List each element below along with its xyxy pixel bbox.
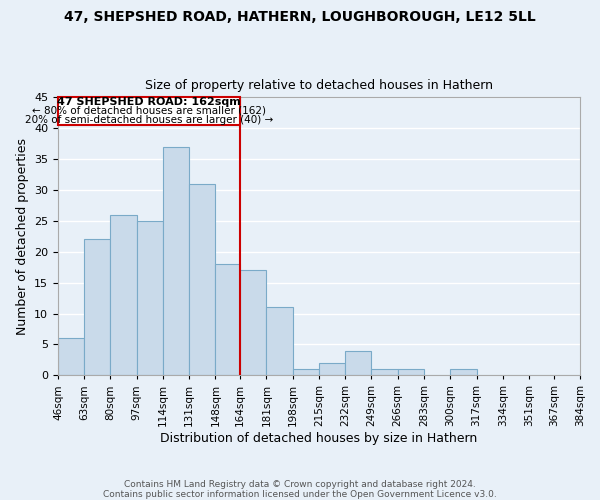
- Y-axis label: Number of detached properties: Number of detached properties: [16, 138, 29, 335]
- Bar: [293, 369, 319, 376]
- Bar: [137, 221, 163, 376]
- Bar: [215, 264, 240, 376]
- Text: 20% of semi-detached houses are larger (40) →: 20% of semi-detached houses are larger (…: [25, 115, 273, 125]
- Bar: [371, 369, 398, 376]
- Text: Contains HM Land Registry data © Crown copyright and database right 2024.: Contains HM Land Registry data © Crown c…: [124, 480, 476, 489]
- Bar: [240, 270, 266, 376]
- Text: ← 80% of detached houses are smaller (162): ← 80% of detached houses are smaller (16…: [32, 106, 266, 116]
- Text: Contains public sector information licensed under the Open Government Licence v3: Contains public sector information licen…: [103, 490, 497, 499]
- Bar: [266, 308, 293, 376]
- Bar: [450, 369, 476, 376]
- Bar: [110, 214, 137, 376]
- Bar: [189, 184, 215, 376]
- Bar: [58, 338, 84, 376]
- FancyBboxPatch shape: [58, 98, 240, 125]
- Title: Size of property relative to detached houses in Hathern: Size of property relative to detached ho…: [145, 79, 493, 92]
- Bar: [84, 240, 110, 376]
- Bar: [345, 350, 371, 376]
- X-axis label: Distribution of detached houses by size in Hathern: Distribution of detached houses by size …: [160, 432, 478, 445]
- Bar: [163, 146, 189, 376]
- Bar: [398, 369, 424, 376]
- Text: 47 SHEPSHED ROAD: 162sqm: 47 SHEPSHED ROAD: 162sqm: [57, 96, 241, 106]
- Bar: [319, 363, 345, 376]
- Text: 47, SHEPSHED ROAD, HATHERN, LOUGHBOROUGH, LE12 5LL: 47, SHEPSHED ROAD, HATHERN, LOUGHBOROUGH…: [64, 10, 536, 24]
